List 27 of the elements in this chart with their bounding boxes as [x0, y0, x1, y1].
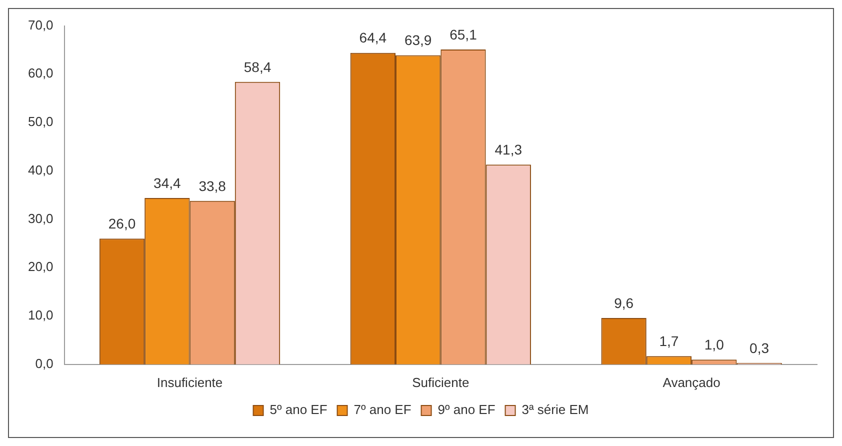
y-tick-label: 70,0	[28, 17, 54, 32]
data-label: 63,9	[404, 32, 432, 48]
data-label: 26,0	[108, 215, 136, 232]
data-label: 1,0	[704, 336, 724, 352]
data-label: 9,6	[614, 294, 634, 311]
x-tick-label: Suficiente	[412, 374, 470, 390]
x-tick-label: Insuficiente	[156, 374, 223, 390]
legend-label: 3ª série EM	[522, 402, 589, 418]
data-label: 33,8	[198, 178, 226, 194]
data-label: 0,3	[750, 340, 770, 356]
data-label: 1,7	[659, 333, 679, 350]
data-label: 34,4	[154, 174, 182, 191]
data-label: 65,1	[450, 26, 478, 42]
y-tick-label: 10,0	[28, 308, 54, 323]
y-tick-label: 60,0	[28, 66, 54, 81]
legend-label: 7º ano EF	[354, 402, 412, 418]
data-label: 41,3	[494, 141, 522, 158]
data-label: 58,4	[244, 58, 272, 75]
y-tick-label: 50,0	[28, 114, 54, 130]
y-tick-label: 30,0	[28, 210, 54, 226]
x-tick-label: Avançado	[662, 374, 720, 390]
y-tick-label: 40,0	[28, 162, 54, 178]
data-label: 64,4	[359, 30, 387, 46]
legend-label: 5º ano EF	[270, 402, 328, 418]
y-tick-label: 0,0	[35, 356, 54, 371]
legend-label: 9º ano EF	[438, 402, 496, 418]
y-tick-label: 20,0	[28, 259, 54, 274]
